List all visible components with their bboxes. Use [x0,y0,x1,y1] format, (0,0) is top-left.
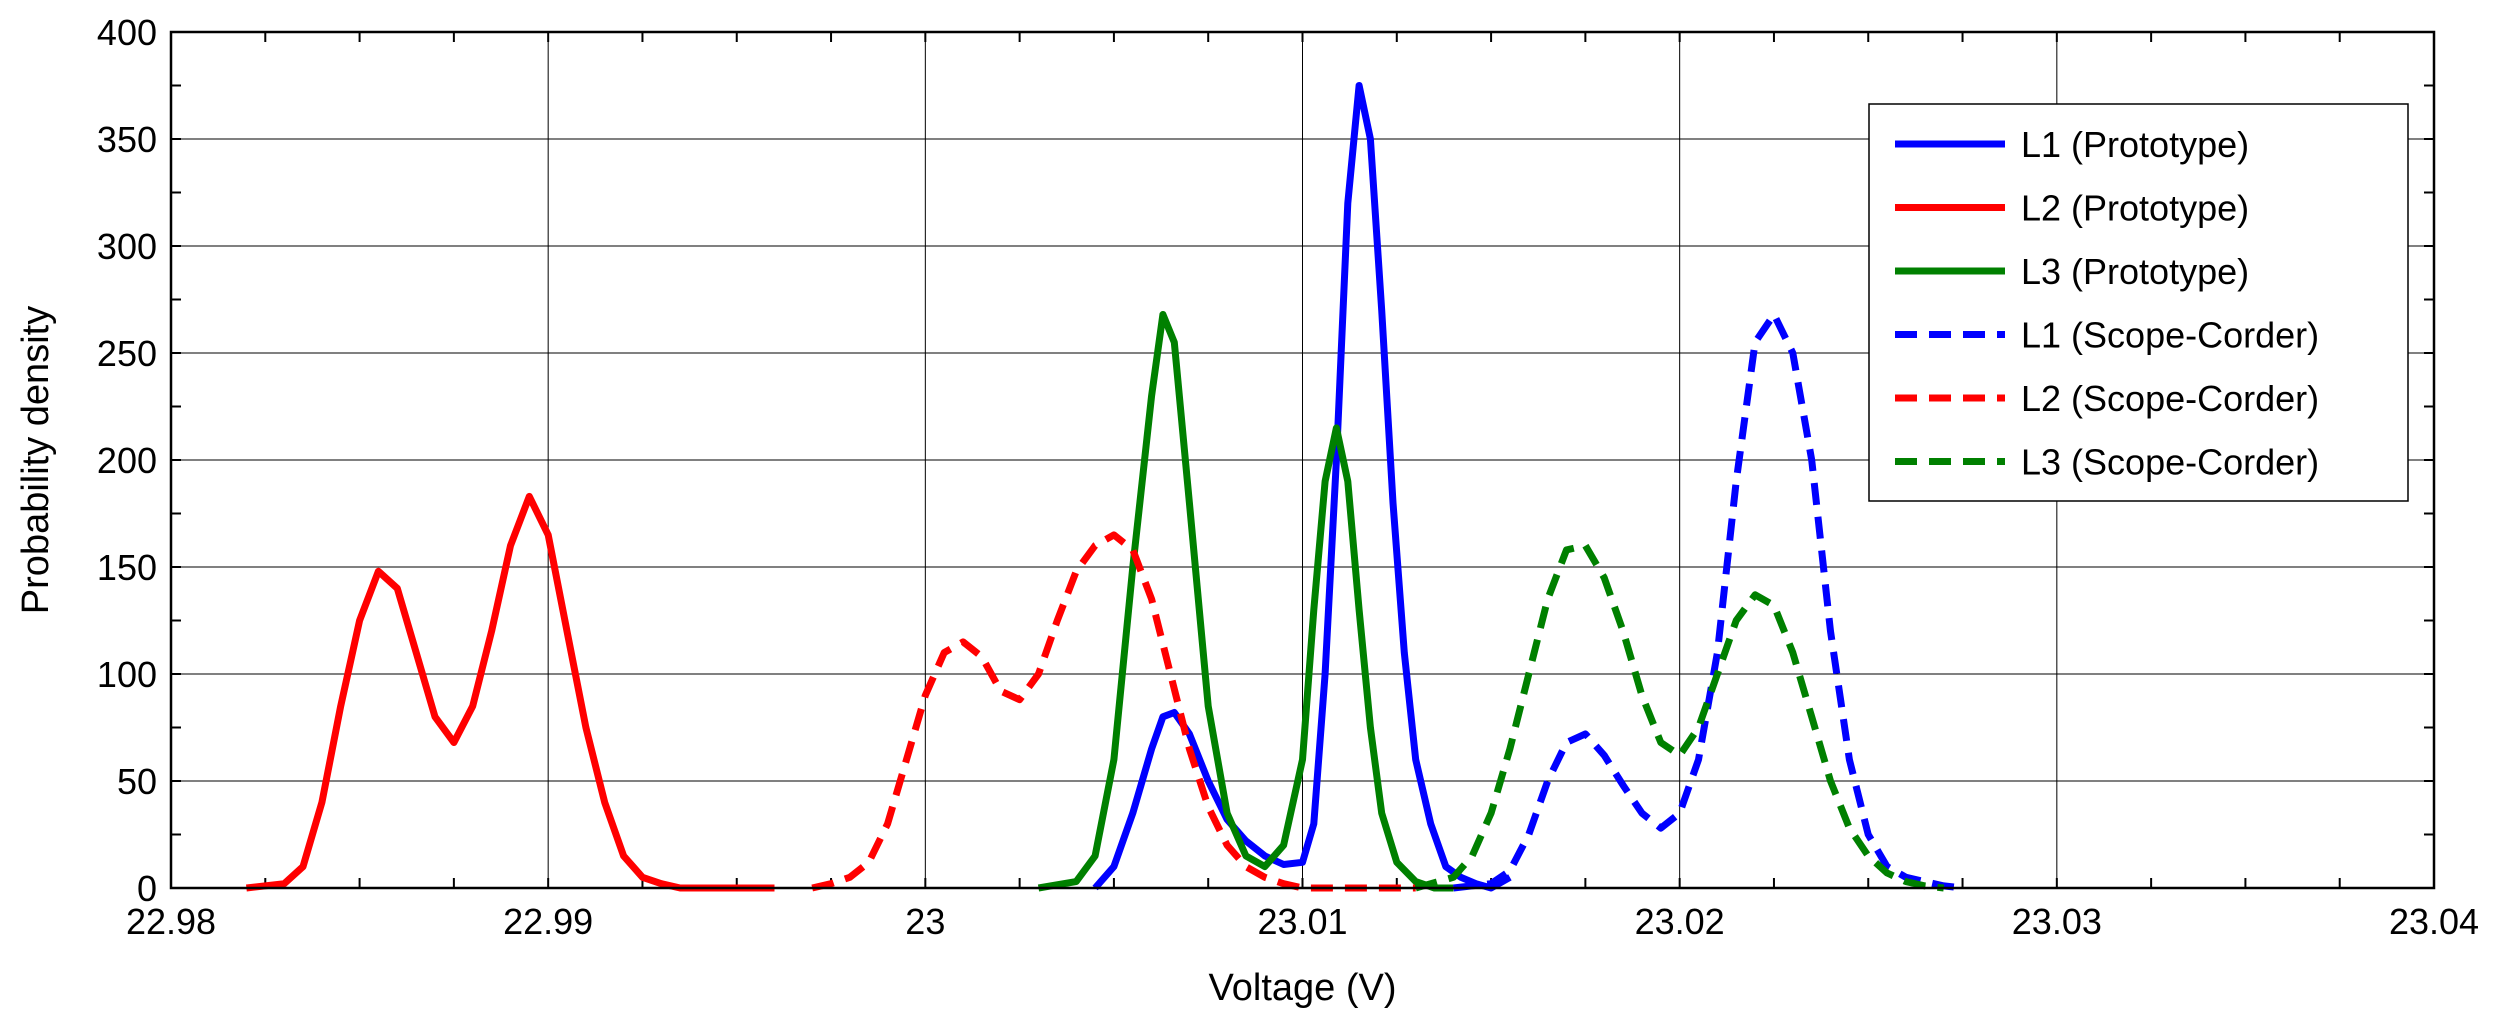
x-axis-title: Voltage (V) [1209,967,1397,1009]
series-line-1 [1092,82,1512,892]
series-line-6 [1414,542,1945,892]
y-tick-label: 0 [137,868,157,909]
y-tick-label: 300 [97,226,157,267]
y-tick-label: 350 [97,119,157,160]
series-line-2 [246,492,775,892]
series-line-3 [1037,311,1454,892]
legend-label: L2 (Scope-Corder) [2021,378,2319,419]
legend-label: L3 (Prototype) [2021,251,2249,292]
series-layer [246,82,1963,892]
legend-label: L1 (Scope-Corder) [2021,315,2319,356]
legend-label: L3 (Scope-Corder) [2021,442,2319,483]
y-tick-label: 150 [97,547,157,588]
x-tick-label: 23.01 [1257,901,1347,942]
legend-label: L1 (Prototype) [2021,124,2249,165]
y-tick-label: 250 [97,333,157,374]
x-tick-label: 22.99 [503,901,593,942]
series-line-5 [811,531,1416,892]
x-tick-label: 23 [905,901,945,942]
x-tick-label: 23.03 [2012,901,2102,942]
y-tick-label: 50 [117,761,157,802]
x-tick-label: 23.02 [1635,901,1725,942]
y-axis-title: Probability density [15,306,57,614]
x-tick-labels: 22.98 22.99 23 23.01 23.02 23.03 23.04 [126,901,2479,942]
y-tick-label: 400 [97,12,157,53]
y-tick-label: 100 [97,654,157,695]
y-tick-labels: 0 50 100 150 200 250 300 350 400 [97,12,157,909]
x-tick-label: 22.98 [126,901,216,942]
legend-label: L2 (Prototype) [2021,188,2249,229]
series-line-4 [1453,311,1963,892]
x-tick-label: 23.04 [2389,901,2479,942]
legend-box [1868,103,2409,502]
plot-frame [169,30,2436,890]
y-tick-label: 200 [97,440,157,481]
legend: L1 (Prototype) L2 (Prototype) L3 (Prototyp… [1868,103,2409,502]
